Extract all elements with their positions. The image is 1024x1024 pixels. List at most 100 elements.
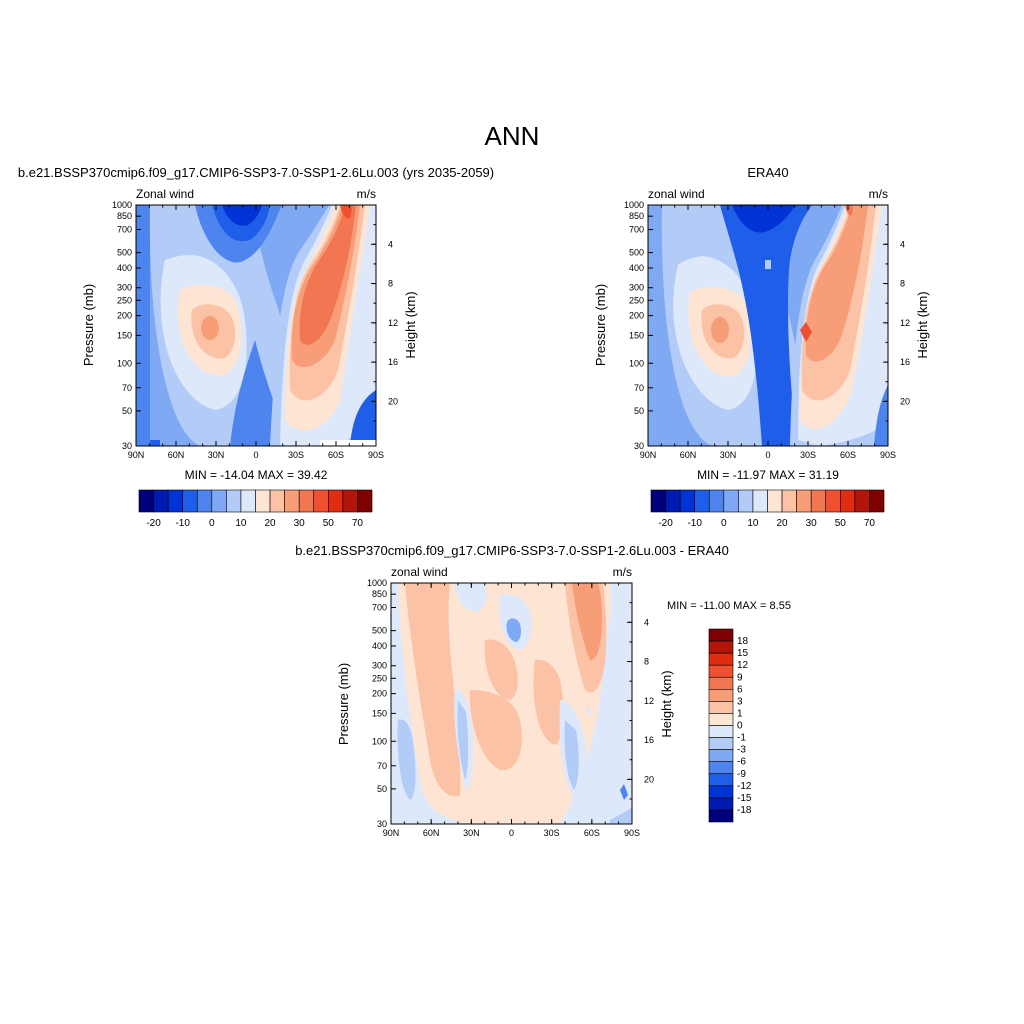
colorbar-swatch bbox=[840, 489, 856, 513]
x-tick-label: 90N bbox=[640, 450, 657, 460]
y-right-tick-label: 12 bbox=[388, 318, 398, 328]
y-tick-label: 300 bbox=[372, 661, 387, 671]
colorbar-label: 70 bbox=[352, 518, 364, 529]
panel-right-label: m/s bbox=[357, 187, 376, 201]
y-tick-label: 30 bbox=[634, 441, 644, 451]
y-tick-label: 100 bbox=[629, 358, 644, 368]
colorbar-label: -1 bbox=[737, 733, 746, 744]
y-tick-label: 500 bbox=[629, 248, 644, 258]
x-axis-ticks: 90N 60N 30N 0 30S 60S 90S bbox=[640, 205, 896, 460]
panel-right-label: m/s bbox=[613, 565, 632, 579]
y-right-axis-label: Height (km) bbox=[403, 291, 418, 358]
colorbar-swatch bbox=[255, 489, 271, 513]
colorbar-swatch bbox=[196, 489, 213, 513]
colorbar-swatch bbox=[708, 797, 734, 811]
y-tick-label: 300 bbox=[629, 283, 644, 293]
colorbar-swatch bbox=[328, 489, 344, 513]
colorbar-label: 0 bbox=[209, 518, 215, 529]
colorbar-swatch bbox=[708, 773, 734, 787]
panel-title: b.e21.BSSP370cmip6.f09_g17.CMIP6-SSP3-7.… bbox=[295, 543, 729, 558]
y-tick-label: 30 bbox=[122, 441, 132, 451]
panel-difference: b.e21.BSSP370cmip6.f09_g17.CMIP6-SSP3-7.… bbox=[295, 543, 791, 838]
colorbar-swatch bbox=[738, 489, 754, 513]
y-tick-label: 1000 bbox=[624, 200, 644, 210]
y-tick-label: 100 bbox=[117, 358, 132, 368]
y-right-tick-label: 20 bbox=[900, 396, 910, 406]
colorbar-label: 50 bbox=[323, 518, 335, 529]
x-tick-label: 60N bbox=[680, 450, 697, 460]
y-tick-label: 200 bbox=[372, 689, 387, 699]
colorbar-swatch bbox=[708, 761, 734, 775]
y-right-axis-label: Height (km) bbox=[659, 670, 674, 737]
x-tick-label: 60N bbox=[168, 450, 185, 460]
colorbar-swatch bbox=[825, 489, 841, 513]
colorbar-label: 0 bbox=[737, 721, 743, 732]
colorbar-label: 10 bbox=[747, 518, 759, 529]
colorbar-label: -10 bbox=[687, 518, 702, 529]
y-tick-label: 70 bbox=[377, 761, 387, 771]
x-tick-label: 0 bbox=[765, 450, 770, 460]
colorbar-swatch bbox=[708, 664, 734, 678]
x-tick-label: 60S bbox=[328, 450, 344, 460]
y-tick-label: 300 bbox=[117, 283, 132, 293]
colorbar-label: -12 bbox=[737, 781, 752, 792]
y-axis-label: Pressure (mb) bbox=[81, 284, 96, 366]
colorbar-swatch bbox=[298, 489, 315, 513]
colorbar-swatch bbox=[211, 489, 227, 513]
y-right-tick-label: 16 bbox=[644, 735, 654, 745]
colorbar-swatch bbox=[854, 489, 870, 513]
x-tick-label: 60S bbox=[584, 828, 600, 838]
x-tick-label: 90S bbox=[368, 450, 384, 460]
x-tick-label: 30S bbox=[800, 450, 816, 460]
colorbar-label: 30 bbox=[294, 518, 306, 529]
x-tick-label: 90S bbox=[624, 828, 640, 838]
x-tick-label: 0 bbox=[253, 450, 258, 460]
y-tick-label: 100 bbox=[372, 736, 387, 746]
x-axis-ticks: 90N 60N 30N 0 30S 60S 90S bbox=[128, 205, 384, 460]
y-tick-label: 400 bbox=[629, 263, 644, 273]
panel-left-label: zonal wind bbox=[648, 187, 705, 201]
colorbar-swatch bbox=[708, 737, 734, 750]
y-right-tick-label: 4 bbox=[900, 239, 905, 249]
colorbar-swatch bbox=[708, 676, 734, 690]
colorbar-swatch bbox=[708, 689, 734, 702]
colorbar-label: -15 bbox=[737, 793, 752, 804]
colorbar-swatch bbox=[357, 489, 373, 513]
y-tick-label: 70 bbox=[122, 383, 132, 393]
colorbar-label: 10 bbox=[235, 518, 247, 529]
y-tick-label: 700 bbox=[629, 225, 644, 235]
colorbar-swatch bbox=[269, 489, 285, 513]
colorbar-label: -20 bbox=[658, 518, 673, 529]
colorbar-label: 18 bbox=[737, 636, 749, 647]
y-tick-label: 200 bbox=[629, 311, 644, 321]
x-tick-label: 90N bbox=[128, 450, 145, 460]
colorbar-label: 12 bbox=[737, 660, 749, 671]
colorbar-swatch bbox=[708, 809, 734, 823]
colorbar-swatch bbox=[694, 489, 710, 513]
colorbar-swatch bbox=[708, 713, 734, 726]
y-tick-label: 50 bbox=[122, 406, 132, 416]
y-tick-label: 150 bbox=[629, 330, 644, 340]
colorbar-label: 3 bbox=[737, 696, 743, 707]
colorbar-swatch bbox=[708, 701, 734, 714]
y-right-ticks: 20 16 12 8 4 bbox=[883, 224, 910, 422]
colorbar-swatch bbox=[767, 489, 783, 513]
y-tick-label: 500 bbox=[117, 248, 132, 258]
colorbar: -20 -10 0 10 20 30 50 70 bbox=[650, 489, 885, 529]
colorbar-label: -6 bbox=[737, 757, 746, 768]
colorbar-swatch bbox=[708, 785, 734, 799]
y-tick-label: 700 bbox=[372, 603, 387, 613]
panel-left-label: zonal wind bbox=[391, 565, 448, 579]
colorbar-label: 30 bbox=[806, 518, 818, 529]
y-axis-label: Pressure (mb) bbox=[593, 284, 608, 366]
colorbar-swatch bbox=[665, 489, 681, 513]
y-right-tick-label: 12 bbox=[900, 318, 910, 328]
x-tick-label: 0 bbox=[509, 828, 514, 838]
y-tick-label: 250 bbox=[372, 673, 387, 683]
y-right-axis-label: Height (km) bbox=[915, 291, 930, 358]
y-right-tick-label: 4 bbox=[388, 239, 393, 249]
colorbar-swatch bbox=[810, 489, 827, 513]
colorbar-label: -20 bbox=[146, 518, 161, 529]
